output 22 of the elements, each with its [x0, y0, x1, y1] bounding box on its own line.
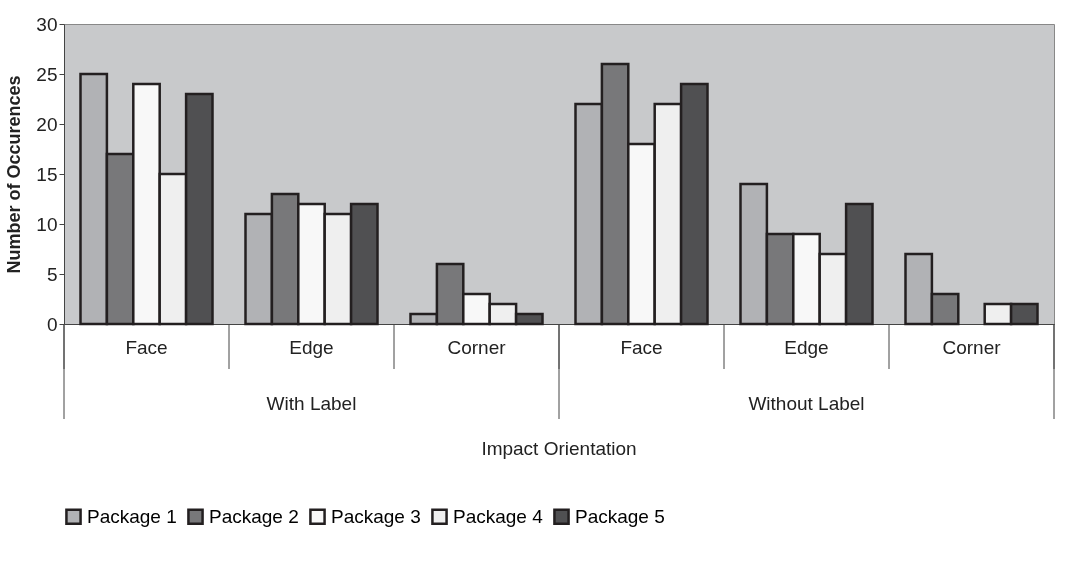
y-tick-label: 10 — [36, 213, 58, 235]
x-tick-label: Corner — [942, 336, 1002, 358]
y-tick-label: 25 — [36, 63, 58, 85]
x-tick-label: Edge — [784, 336, 829, 358]
text: Without Label — [748, 393, 865, 414]
x-tick-label: Corner — [447, 336, 507, 358]
x-tick-label: Face — [125, 336, 168, 358]
y-tick-label: 5 — [46, 263, 58, 285]
x-tick-label: Edge — [289, 336, 334, 358]
legend-label: Package 1 — [87, 505, 177, 527]
text: With Label — [266, 393, 357, 414]
legend-label: Package 3 — [331, 505, 421, 527]
y-axis-title: Number of Occurences — [4, 75, 25, 274]
legend-label: Package 5 — [575, 505, 665, 527]
legend-label: Package 2 — [209, 505, 299, 527]
y-tick-label: 20 — [36, 113, 58, 135]
legend-label: Package 4 — [453, 505, 544, 527]
y-tick-label: 0 — [46, 313, 58, 335]
y-tick-label: 15 — [36, 163, 58, 185]
x-axis-title: Impact Orientation — [481, 438, 637, 459]
x-tick-label: Face — [620, 336, 663, 358]
y-tick-label: 30 — [36, 13, 58, 35]
